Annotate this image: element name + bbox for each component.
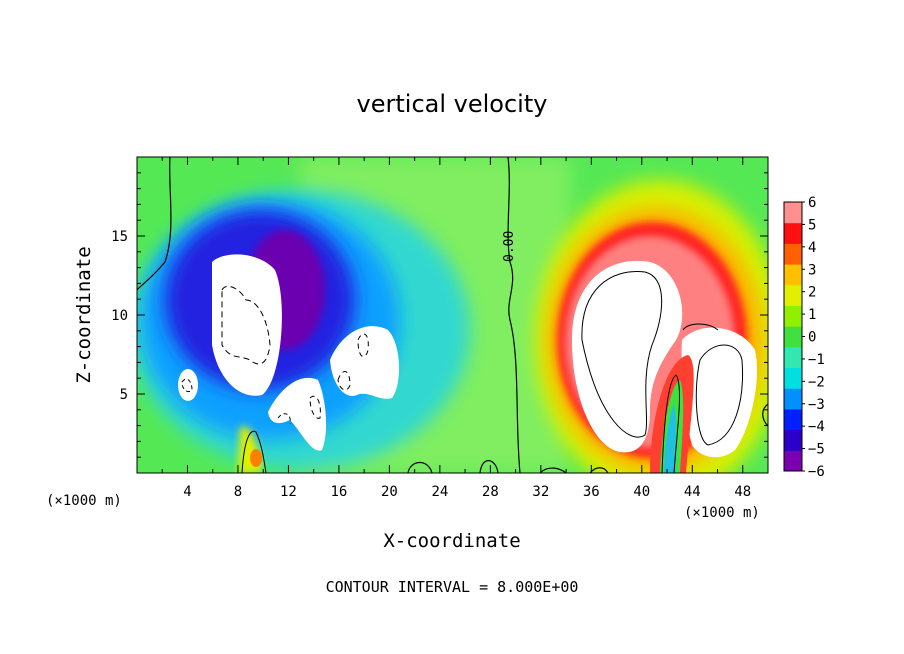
x-tick-label: 48 [734, 484, 751, 500]
plot-area: 0.00 [137, 157, 768, 473]
colorbar-swatch [784, 222, 802, 244]
x-tick-label: 20 [381, 484, 398, 500]
contour-label: 0.00 [502, 231, 517, 262]
y-axis-label: Z-coordinate [73, 246, 95, 383]
colorbar-label: −6 [808, 464, 825, 480]
x-unit-label-left: (×1000 m) [46, 493, 122, 509]
x-axis-ticks: 4 8 12 16 20 24 28 32 36 40 44 48 [161, 157, 751, 500]
colorbar-label: −4 [808, 419, 825, 435]
downdraft-contour-5 [181, 378, 193, 393]
zero-contour-bottom-2 [479, 460, 499, 473]
downdraft-contour-1 [221, 285, 271, 365]
x-tick-label: 32 [532, 484, 549, 500]
x-tick-label: 8 [234, 484, 242, 500]
contour-interval-footer: CONTOUR INTERVAL = 8.000E+00 [326, 578, 579, 596]
colorbar-label: 1 [808, 307, 816, 323]
colorbar-label: −3 [808, 397, 825, 413]
chart-title: vertical velocity [357, 90, 548, 118]
colorbar-swatch [784, 202, 802, 224]
colorbar-label: −5 [808, 442, 825, 458]
downdraft-saturated-2 [330, 326, 400, 399]
x-tick-label: 4 [183, 484, 191, 500]
colorbar-swatch [784, 408, 802, 431]
colorbar-swatch [784, 284, 802, 306]
colorbar-label: −1 [808, 352, 825, 368]
colorbar-label: 3 [808, 262, 816, 278]
zero-contour-bottom-1 [407, 461, 433, 473]
colorbar-swatch [784, 450, 802, 472]
colorbar-label: 2 [808, 285, 816, 301]
colorbar-label: −2 [808, 374, 825, 390]
zero-contour-center [507, 157, 521, 473]
updraft-contour-notch [661, 374, 680, 473]
y-axis-ticks: 5 10 15 [111, 172, 768, 458]
x-tick-label: 12 [280, 484, 297, 500]
zero-contour-left [137, 157, 172, 291]
colorbar-swatch [784, 243, 802, 265]
updraft-contour-top [682, 323, 719, 331]
colorbar-label: 4 [808, 240, 816, 256]
small-updraft-contour [241, 430, 267, 473]
x-tick-label: 24 [431, 484, 448, 500]
updraft-contour-left [581, 271, 663, 438]
x-tick-label: 16 [330, 484, 347, 500]
colorbar-label: 6 [808, 195, 816, 211]
colorbar-swatch [784, 326, 802, 348]
y-tick-label: 5 [120, 387, 128, 403]
downdraft-contour-4 [309, 395, 321, 419]
downdraft-contour-6 [277, 413, 291, 425]
x-tick-label: 36 [583, 484, 600, 500]
x-tick-label: 28 [482, 484, 499, 500]
colorbar-swatch [784, 388, 802, 410]
zero-contour-bottom-3 [539, 467, 567, 473]
x-tick-label: 40 [633, 484, 650, 500]
downdraft-saturated-4 [178, 369, 198, 401]
colorbar-label: 5 [808, 217, 816, 233]
x-tick-label: 44 [684, 484, 701, 500]
colorbar: 6 5 4 3 2 1 0 −1 −2 −3 −4 −5 −6 [783, 195, 825, 480]
zero-contour-right-edge [762, 403, 768, 427]
colorbar-swatch [784, 264, 802, 286]
colorbar-swatch [784, 367, 802, 389]
updraft-core-left [572, 260, 683, 453]
colorbar-swatch [784, 346, 802, 369]
updraft-region [535, 180, 768, 473]
downdraft-contour-2 [357, 333, 369, 358]
updraft-contour-right [695, 344, 743, 446]
colorbar-swatch [784, 305, 802, 327]
small-updraft-left-core [250, 449, 262, 467]
downdraft-region [137, 190, 470, 473]
downdraft-saturated-3 [268, 377, 327, 451]
contour-lines [137, 157, 768, 473]
y-tick-label: 15 [111, 229, 128, 245]
y-tick-label: 10 [111, 308, 128, 324]
colorbar-label: 0 [808, 330, 816, 346]
colorbar-swatch [784, 429, 802, 451]
downdraft-contour-3 [337, 371, 351, 391]
x-unit-label-right: (×1000 m) [684, 505, 760, 521]
x-axis-label: X-coordinate [383, 530, 520, 552]
updraft-notch-cyan [664, 405, 677, 473]
